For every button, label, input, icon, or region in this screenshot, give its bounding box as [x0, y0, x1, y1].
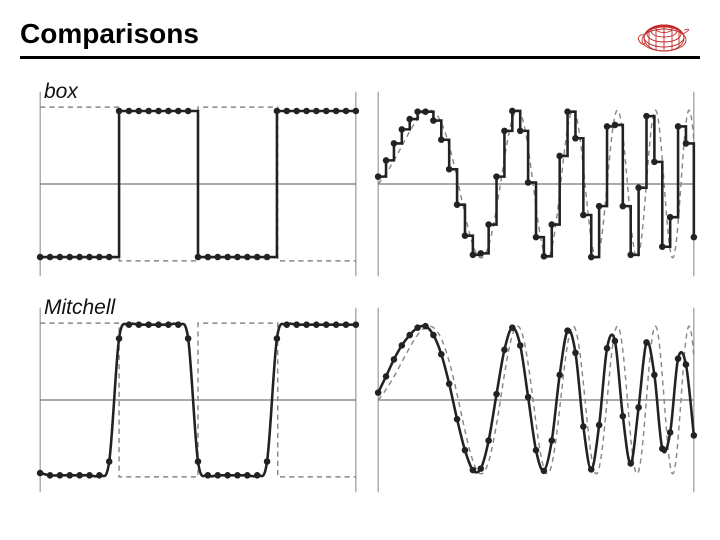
panel-mitchell-square — [34, 294, 362, 506]
slide-logo — [634, 10, 694, 54]
comparison-grid: box Mitchell — [34, 74, 700, 520]
row-label-box: box — [42, 80, 80, 104]
panel-box-chirp — [372, 78, 700, 290]
slide-header: Comparisons — [20, 18, 700, 59]
title-rule — [20, 56, 700, 59]
row-label-mitchell: Mitchell — [42, 296, 117, 320]
row-box: box — [34, 74, 700, 290]
panel-box-square — [34, 78, 362, 290]
row-mitchell: Mitchell — [34, 290, 700, 506]
panel-mitchell-chirp — [372, 294, 700, 506]
slide-title: Comparisons — [20, 18, 700, 50]
